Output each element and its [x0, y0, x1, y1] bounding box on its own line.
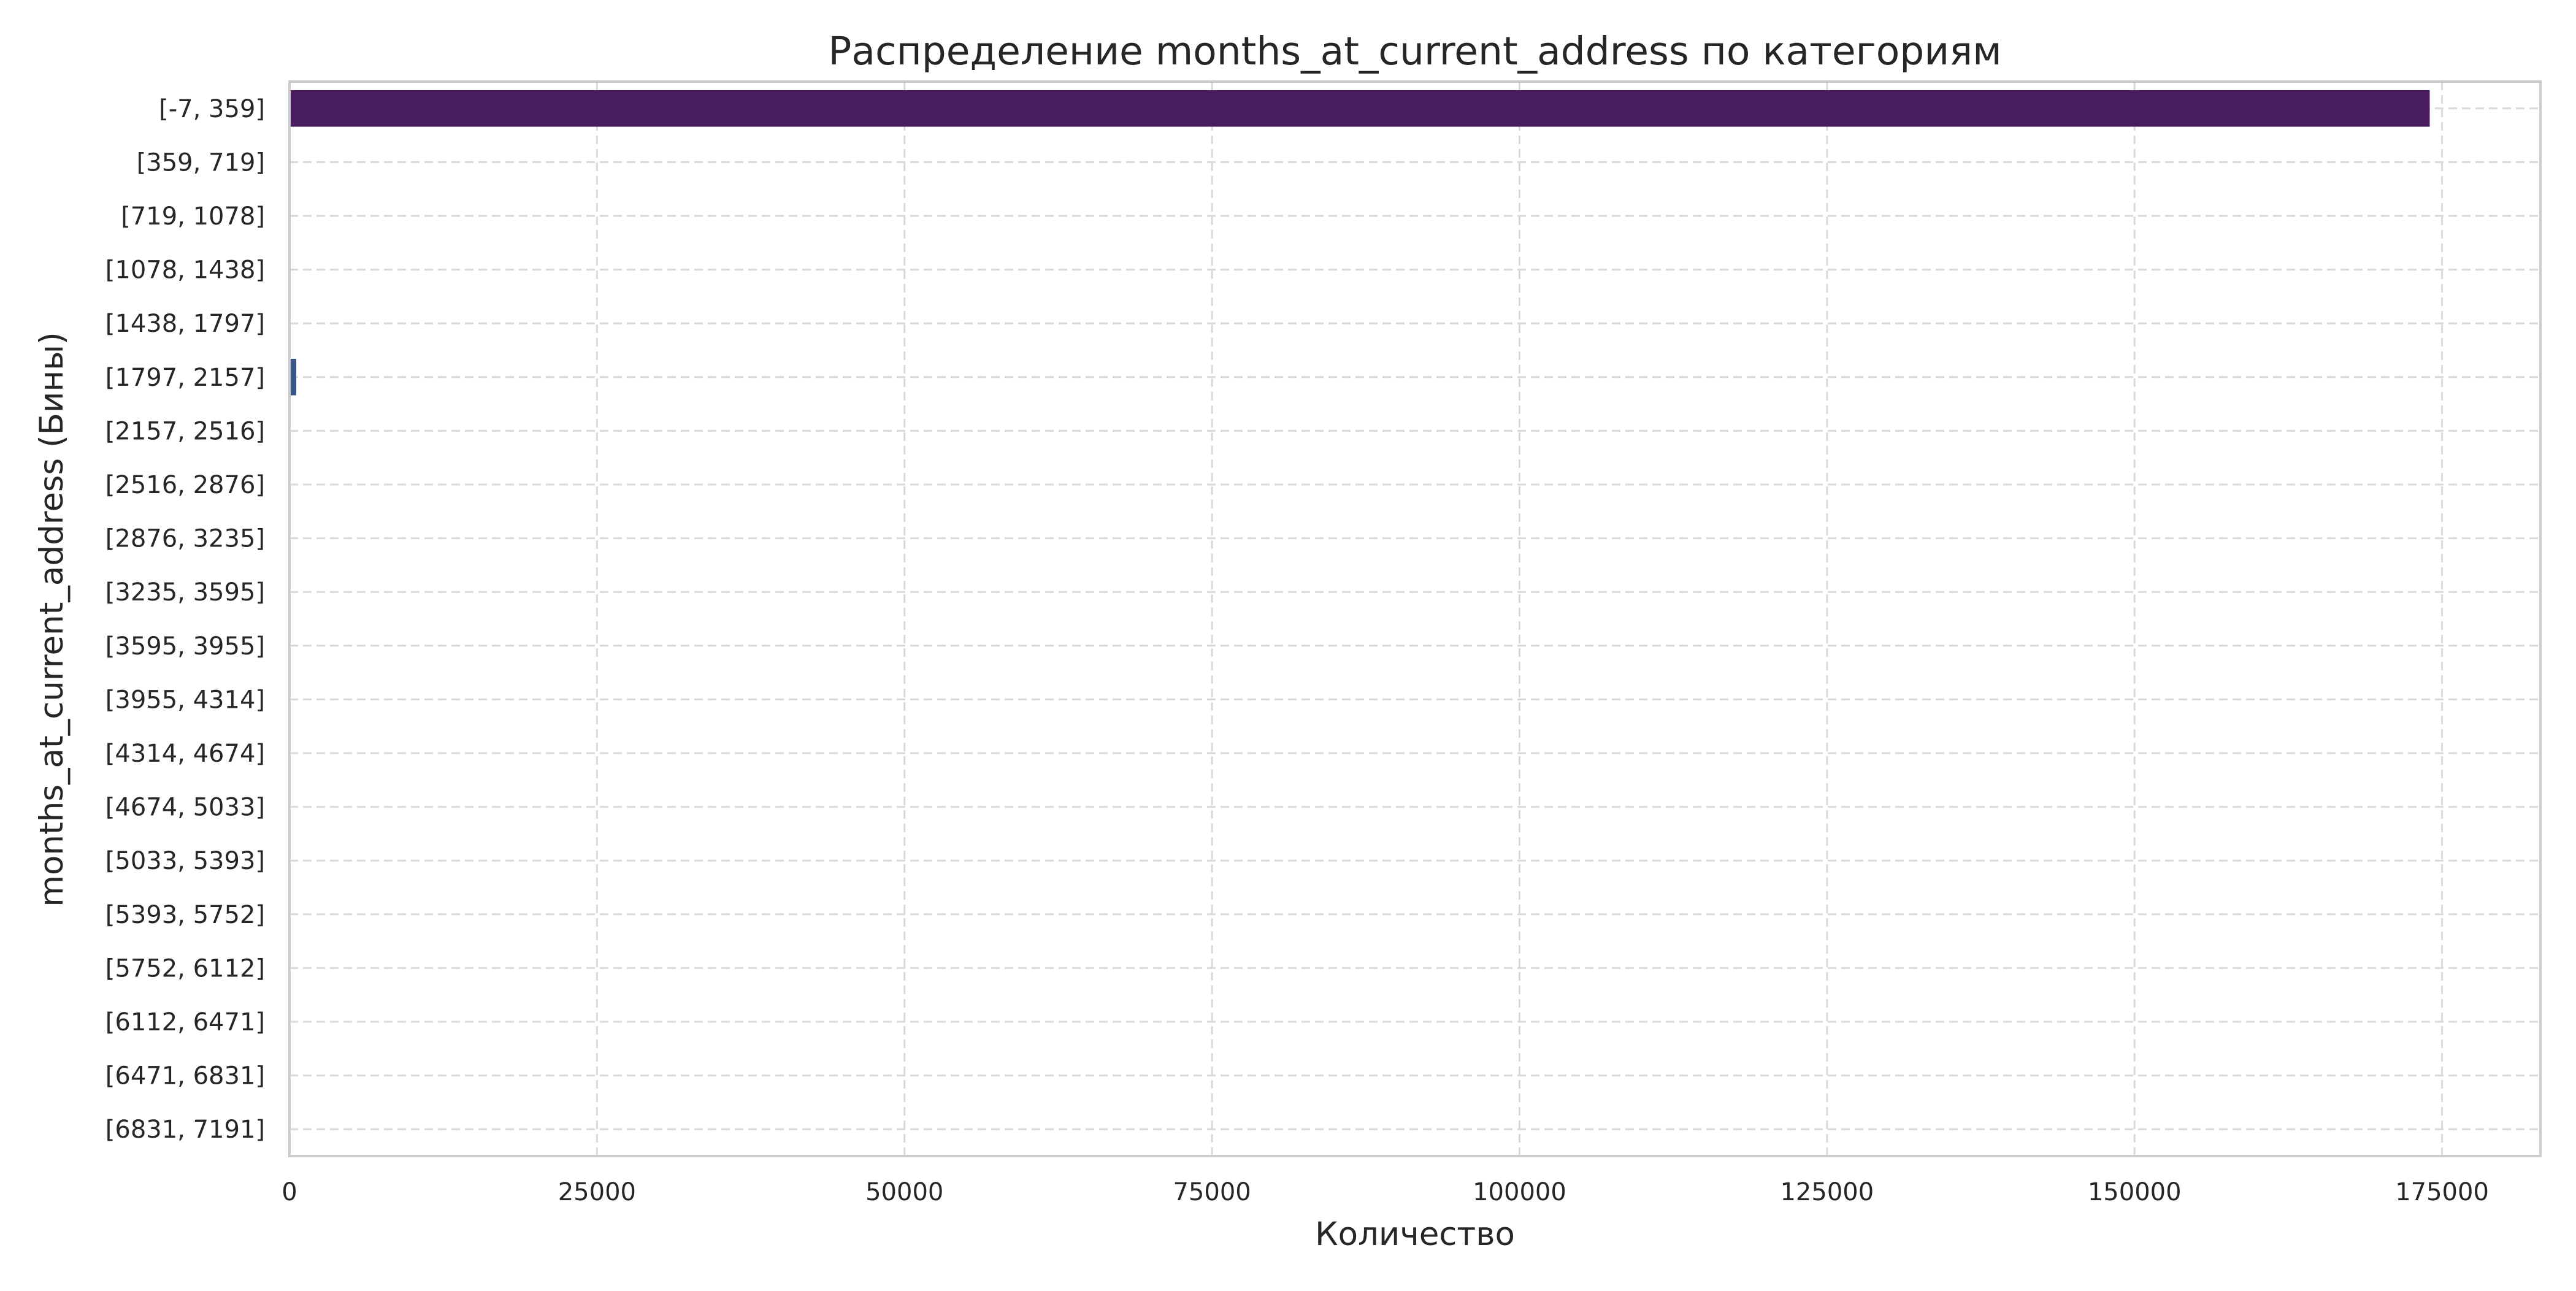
y-tick-label: [2876, 3235]	[105, 525, 265, 553]
x-tick-label: 175000	[2395, 1178, 2489, 1206]
x-tick-label: 0	[282, 1178, 297, 1206]
y-tick-label: [3955, 4314]	[105, 686, 265, 714]
bar	[289, 90, 2430, 127]
y-tick-label: [359, 719]	[137, 148, 265, 177]
plot-frame	[288, 80, 2542, 1157]
y-tick-label: [1078, 1438]	[105, 256, 265, 285]
y-tick-label: [3235, 3595]	[105, 578, 265, 607]
x-tick-label: 50000	[865, 1178, 943, 1206]
y-tick-label: [6112, 6471]	[105, 1008, 265, 1036]
grid-layer	[288, 82, 2540, 1156]
y-axis-label: months_at_current_address (Бины)	[33, 332, 71, 906]
x-tick-label: 100000	[1473, 1178, 1566, 1206]
bar	[289, 359, 297, 396]
x-axis-label: Количество	[1315, 1216, 1515, 1253]
y-tick-label: [4674, 5033]	[105, 794, 265, 822]
y-tick-label: [4314, 4674]	[105, 740, 265, 768]
chart-title: Распределение months_at_current_address …	[828, 29, 2001, 74]
y-tick-layer: [-7, 359] [359, 719] [719, 1078] [1078, 143…	[105, 95, 265, 1144]
x-tick-label: 75000	[1173, 1178, 1251, 1206]
y-tick-label: [5752, 6112]	[105, 954, 265, 983]
x-tick-label: 150000	[2088, 1178, 2182, 1206]
y-tick-label: [2157, 2516]	[105, 417, 265, 445]
y-tick-label: [1797, 2157]	[105, 364, 265, 392]
y-tick-label: [6831, 7191]	[105, 1116, 265, 1144]
y-tick-label: [1438, 1797]	[105, 310, 265, 338]
y-tick-label: [5393, 5752]	[105, 901, 265, 929]
x-tick-layer: 0 25000 50000 75000 100000 125000 150000 175000	[282, 1178, 2489, 1206]
x-tick-label: 125000	[1780, 1178, 1874, 1206]
y-tick-label: [2516, 2876]	[105, 471, 265, 499]
bar-layer	[289, 90, 2430, 396]
x-tick-label: 25000	[558, 1178, 636, 1206]
y-tick-label: [719, 1078]	[121, 202, 265, 231]
y-tick-label: [3595, 3955]	[105, 632, 265, 661]
y-tick-label: [5033, 5393]	[105, 847, 265, 875]
y-tick-label: [-7, 359]	[159, 95, 265, 123]
y-tick-label: [6471, 6831]	[105, 1062, 265, 1090]
